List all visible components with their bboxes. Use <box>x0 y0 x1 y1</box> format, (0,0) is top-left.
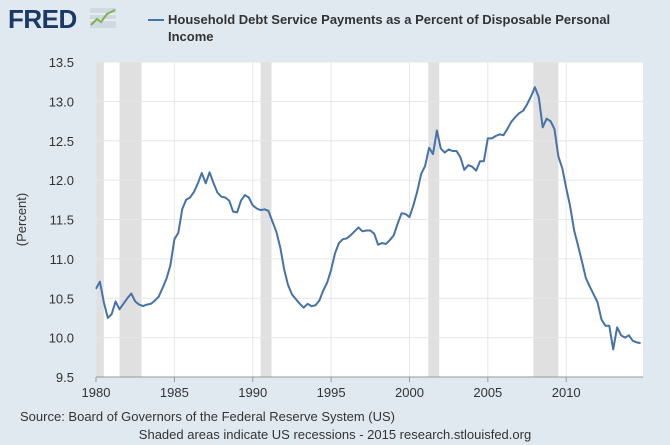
y-tick-label: 9.5 <box>56 370 74 385</box>
x-tick-label: 2000 <box>395 385 424 400</box>
source-note: Source: Board of Governors of the Federa… <box>20 409 395 424</box>
x-tick-label: 1980 <box>82 385 111 400</box>
x-tick-label: 2010 <box>552 385 581 400</box>
y-tick-label: 10.5 <box>49 291 74 306</box>
y-tick-label: 13.0 <box>49 94 74 109</box>
series-line <box>95 86 641 351</box>
x-tick-label: 1985 <box>160 385 189 400</box>
recession-note: Shaded areas indicate US recessions - 20… <box>138 427 532 442</box>
x-tick-label: 1995 <box>317 385 346 400</box>
line-chart-icon <box>90 8 116 28</box>
y-tick-label: 10.0 <box>49 331 74 346</box>
y-tick-label: 13.5 <box>49 55 74 70</box>
legend-swatch <box>148 19 164 21</box>
fred-logo[interactable]: FRED <box>8 4 77 34</box>
x-tick-label: 2005 <box>473 385 502 400</box>
y-tick-label: 11.0 <box>50 252 74 267</box>
chart-area: 9.5 10.0 10.5 11.0 11.5 12.0 12.5 13.0 13.5 1980 1… <box>14 55 643 400</box>
y-tick-label: 11.5 <box>50 213 74 228</box>
y-axis-title: (Percent) <box>14 193 29 246</box>
y-tick-label: 12.0 <box>49 173 74 188</box>
legend-label: Household Debt Service Payments as a Per… <box>168 12 611 44</box>
x-tick-label: 1990 <box>238 385 267 400</box>
y-tick-label: 12.5 <box>49 134 74 149</box>
chart-footer: Source: Board of Governors of the Federa… <box>0 405 670 445</box>
chart-header: FRED Household Debt Service Payments as … <box>0 0 670 52</box>
